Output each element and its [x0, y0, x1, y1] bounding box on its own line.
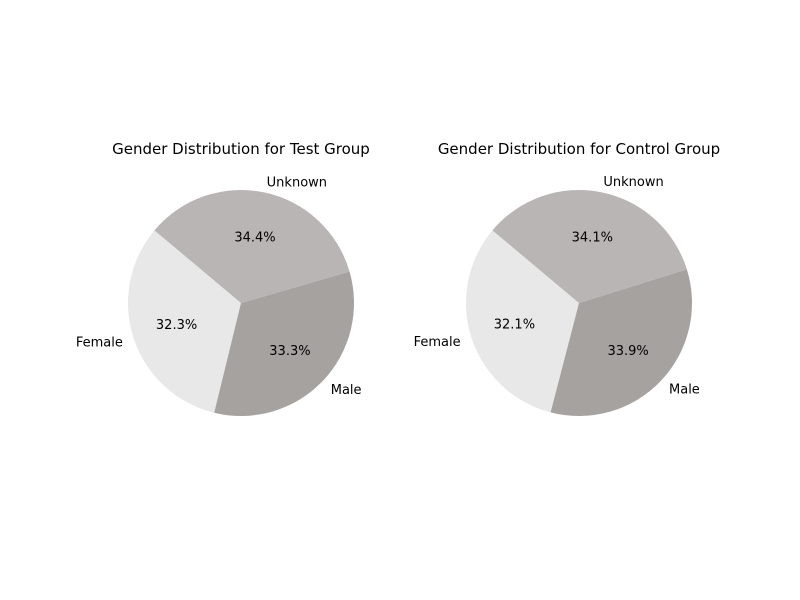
slice-percent-male: 33.3% [269, 344, 310, 359]
slice-percent-male: 33.9% [607, 344, 648, 359]
slice-label-unknown: Unknown [603, 175, 663, 190]
pie-control-group: Female 32.1% Male 33.9% Unknown 34.1% [414, 175, 700, 416]
slice-percent-unknown: 34.4% [234, 231, 275, 246]
pie-slice-unknown [492, 190, 687, 303]
slice-label-male: Male [669, 383, 700, 398]
chart-title-test-group: Gender Distribution for Test Group [112, 140, 370, 158]
pie-slice-male [214, 271, 354, 416]
chart-title-control-group: Gender Distribution for Control Group [438, 140, 720, 158]
slice-label-female: Female [76, 336, 123, 351]
pie-slice-unknown [154, 190, 350, 303]
pie-slice-female [128, 230, 241, 413]
control-group-pie-chart: Gender Distribution for Control Group Fe… [414, 140, 720, 416]
pie-slice-male [550, 269, 692, 416]
pie-slice-female [466, 230, 579, 413]
test-group-pie-chart: Gender Distribution for Test Group Femal… [76, 140, 370, 416]
slice-label-female: Female [414, 335, 461, 350]
slice-percent-unknown: 34.1% [572, 231, 613, 246]
slice-label-male: Male [331, 383, 362, 398]
slice-percent-female: 32.1% [494, 318, 535, 333]
slice-label-unknown: Unknown [267, 175, 327, 190]
slice-percent-female: 32.3% [156, 318, 197, 333]
pie-test-group: Female 32.3% Male 33.3% Unknown 34.4% [76, 175, 362, 416]
